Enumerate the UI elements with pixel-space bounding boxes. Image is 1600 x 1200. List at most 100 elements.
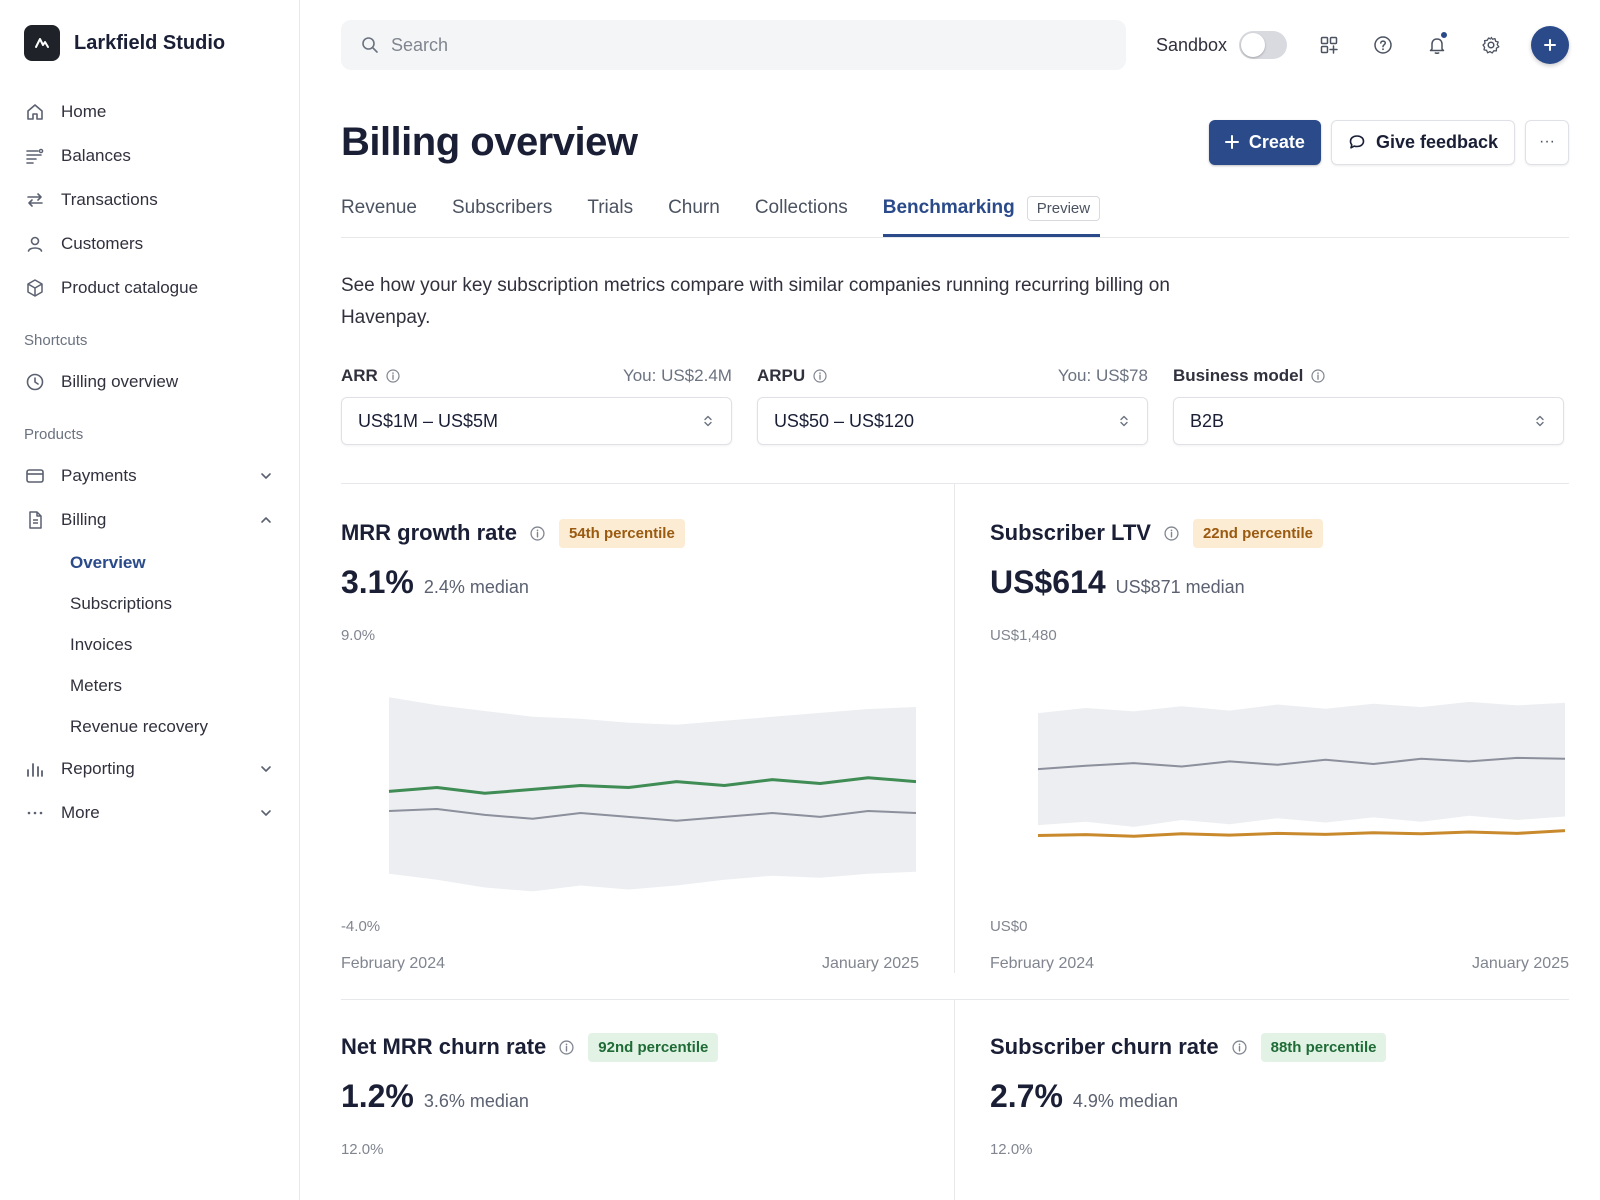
page-title: Billing overview: [340, 119, 638, 164]
tab-churn[interactable]: Churn: [668, 197, 720, 218]
box-icon: [24, 277, 46, 299]
chevron-down-icon[interactable]: [257, 760, 275, 778]
card-title: Subscriber churn rate: [989, 1034, 1219, 1059]
card-mrr-growth: MRR growth rate 54th percentile 3.1% 2.4…: [341, 484, 955, 973]
card-title: MRR growth rate: [340, 520, 517, 545]
benchmark-range-band: [1037, 701, 1565, 827]
sidebar-subitem-meters[interactable]: Meters: [70, 675, 122, 695]
sidebar-item-payments[interactable]: Payments: [24, 454, 275, 498]
card-net-mrr-churn: Net MRR churn rate 92nd percentile 1.2% …: [341, 1000, 955, 1200]
sidebar-item-home[interactable]: Home: [24, 90, 275, 134]
sidebar-subitem-subscriptions[interactable]: Subscriptions: [70, 593, 173, 613]
sidebar-item-label: Product catalogue: [61, 278, 199, 297]
tab-subscribers[interactable]: Subscribers: [452, 197, 553, 218]
brand-logo-mark-icon: [35, 38, 49, 48]
sidebar-item-balances[interactable]: Balances: [24, 134, 275, 178]
sidebar-item-more[interactable]: More: [24, 791, 275, 835]
sidebar-item-label: Reporting: [61, 759, 135, 778]
brand[interactable]: Larkfield Studio: [24, 24, 275, 62]
info-icon[interactable]: [530, 525, 545, 541]
filter-label: ARR: [340, 366, 378, 385]
filter-you-value: You: US$78: [1057, 366, 1148, 385]
give-feedback-button[interactable]: Give feedback: [1330, 119, 1515, 165]
filter-arr: ARR You: US$2.4M US$1M – US$5M: [340, 364, 732, 445]
search-input[interactable]: Search: [340, 20, 1126, 70]
median-line: [388, 808, 916, 822]
sidebar: Larkfield Studio Home Balances Transacti…: [0, 0, 300, 1200]
sidebar-subitem-invoices[interactable]: Invoices: [70, 634, 133, 654]
create-button-label: Create: [1248, 131, 1305, 152]
topbar: Search Sandbox: [340, 20, 1569, 70]
x-axis-start-label: February 2024: [340, 955, 445, 972]
sidebar-item-label: Billing overview: [61, 372, 179, 391]
business-model-select[interactable]: B2B: [1172, 397, 1564, 445]
tab-trials[interactable]: Trials: [587, 197, 634, 218]
y-axis-max-label: 9.0%: [340, 627, 376, 644]
sidebar-item-label: Customers: [61, 234, 144, 253]
arr-select[interactable]: US$1M – US$5M: [340, 397, 732, 445]
arpu-select[interactable]: US$50 – US$120: [756, 397, 1148, 445]
bell-icon[interactable]: [1425, 31, 1449, 57]
help-icon[interactable]: [1371, 33, 1395, 57]
filters: ARR You: US$2.4M US$1M – US$5M ARPU You:…: [340, 364, 1569, 445]
y-axis-max-label: 12.0%: [340, 1141, 384, 1158]
mrr-growth-chart[interactable]: [341, 648, 916, 918]
bar-chart-icon: [24, 758, 46, 780]
metric-median: 2.4% median: [423, 577, 529, 597]
select-value: B2B: [1189, 410, 1224, 431]
y-axis-min-label: -4.0%: [340, 918, 381, 935]
arrows-swap-icon: [24, 189, 46, 211]
subscriber-ltv-chart[interactable]: [990, 648, 1565, 918]
person-icon: [24, 233, 46, 255]
sandbox-toggle[interactable]: [1239, 31, 1287, 59]
filter-label: Business model: [1172, 366, 1304, 385]
select-value: US$1M – US$5M: [357, 410, 498, 431]
metric-median: US$871 median: [1115, 577, 1245, 597]
home-icon: [24, 101, 46, 123]
chevron-down-icon[interactable]: [257, 804, 275, 822]
info-icon[interactable]: [813, 369, 827, 383]
sidebar-item-billing-overview-shortcut[interactable]: Billing overview: [24, 360, 275, 404]
give-feedback-label: Give feedback: [1375, 131, 1498, 152]
sidebar-subitem-revenue-recovery[interactable]: Revenue recovery: [70, 716, 208, 736]
create-button[interactable]: Create: [1208, 119, 1321, 165]
filter-label: ARPU: [756, 366, 806, 385]
info-icon[interactable]: [1311, 369, 1325, 383]
speech-bubble-icon: [1349, 135, 1365, 149]
select-value: US$50 – US$120: [773, 410, 915, 431]
quick-add-button[interactable]: [1531, 26, 1569, 64]
tab-revenue[interactable]: Revenue: [340, 197, 417, 218]
sidebar-subitem-overview[interactable]: Overview: [70, 552, 146, 572]
chevron-up-down-icon: [704, 415, 712, 427]
y-axis-min-label: US$0: [989, 918, 1028, 935]
metric-value: 2.7%: [989, 1078, 1063, 1114]
chevron-up-icon[interactable]: [257, 511, 275, 529]
percentile-badge: 54th percentile: [558, 518, 685, 548]
metric-median: 3.6% median: [423, 1091, 529, 1111]
ellipsis-icon: [24, 802, 46, 824]
info-icon[interactable]: [1164, 525, 1179, 541]
info-icon[interactable]: [559, 1039, 574, 1055]
brand-name: Larkfield Studio: [74, 31, 226, 54]
sidebar-item-transactions[interactable]: Transactions: [24, 178, 275, 222]
chevron-up-down-icon: [1120, 415, 1128, 427]
sidebar-item-product-catalogue[interactable]: Product catalogue: [24, 266, 275, 310]
chevron-down-icon[interactable]: [257, 467, 275, 485]
apps-grid-icon[interactable]: [1317, 33, 1341, 57]
sidebar-item-billing[interactable]: Billing: [24, 498, 275, 542]
gear-icon[interactable]: [1479, 33, 1503, 57]
card-title: Net MRR churn rate: [340, 1034, 547, 1059]
sidebar-item-label: Home: [61, 102, 107, 121]
sidebar-item-label: Balances: [61, 146, 131, 165]
card-subscriber-ltv: Subscriber LTV 22nd percentile US$614 US…: [955, 484, 1569, 973]
tab-benchmarking[interactable]: Benchmarking Preview: [882, 185, 1101, 237]
info-icon[interactable]: [1232, 1039, 1247, 1055]
plus-icon: [1544, 39, 1556, 51]
info-icon[interactable]: [386, 369, 400, 383]
tab-collections[interactable]: Collections: [754, 197, 848, 218]
more-actions-button[interactable]: ···: [1525, 119, 1569, 165]
sidebar-item-reporting[interactable]: Reporting: [24, 747, 275, 791]
sidebar-item-customers[interactable]: Customers: [24, 222, 275, 266]
metric-median: 4.9% median: [1072, 1091, 1178, 1111]
products-section-label: Products: [24, 426, 84, 443]
